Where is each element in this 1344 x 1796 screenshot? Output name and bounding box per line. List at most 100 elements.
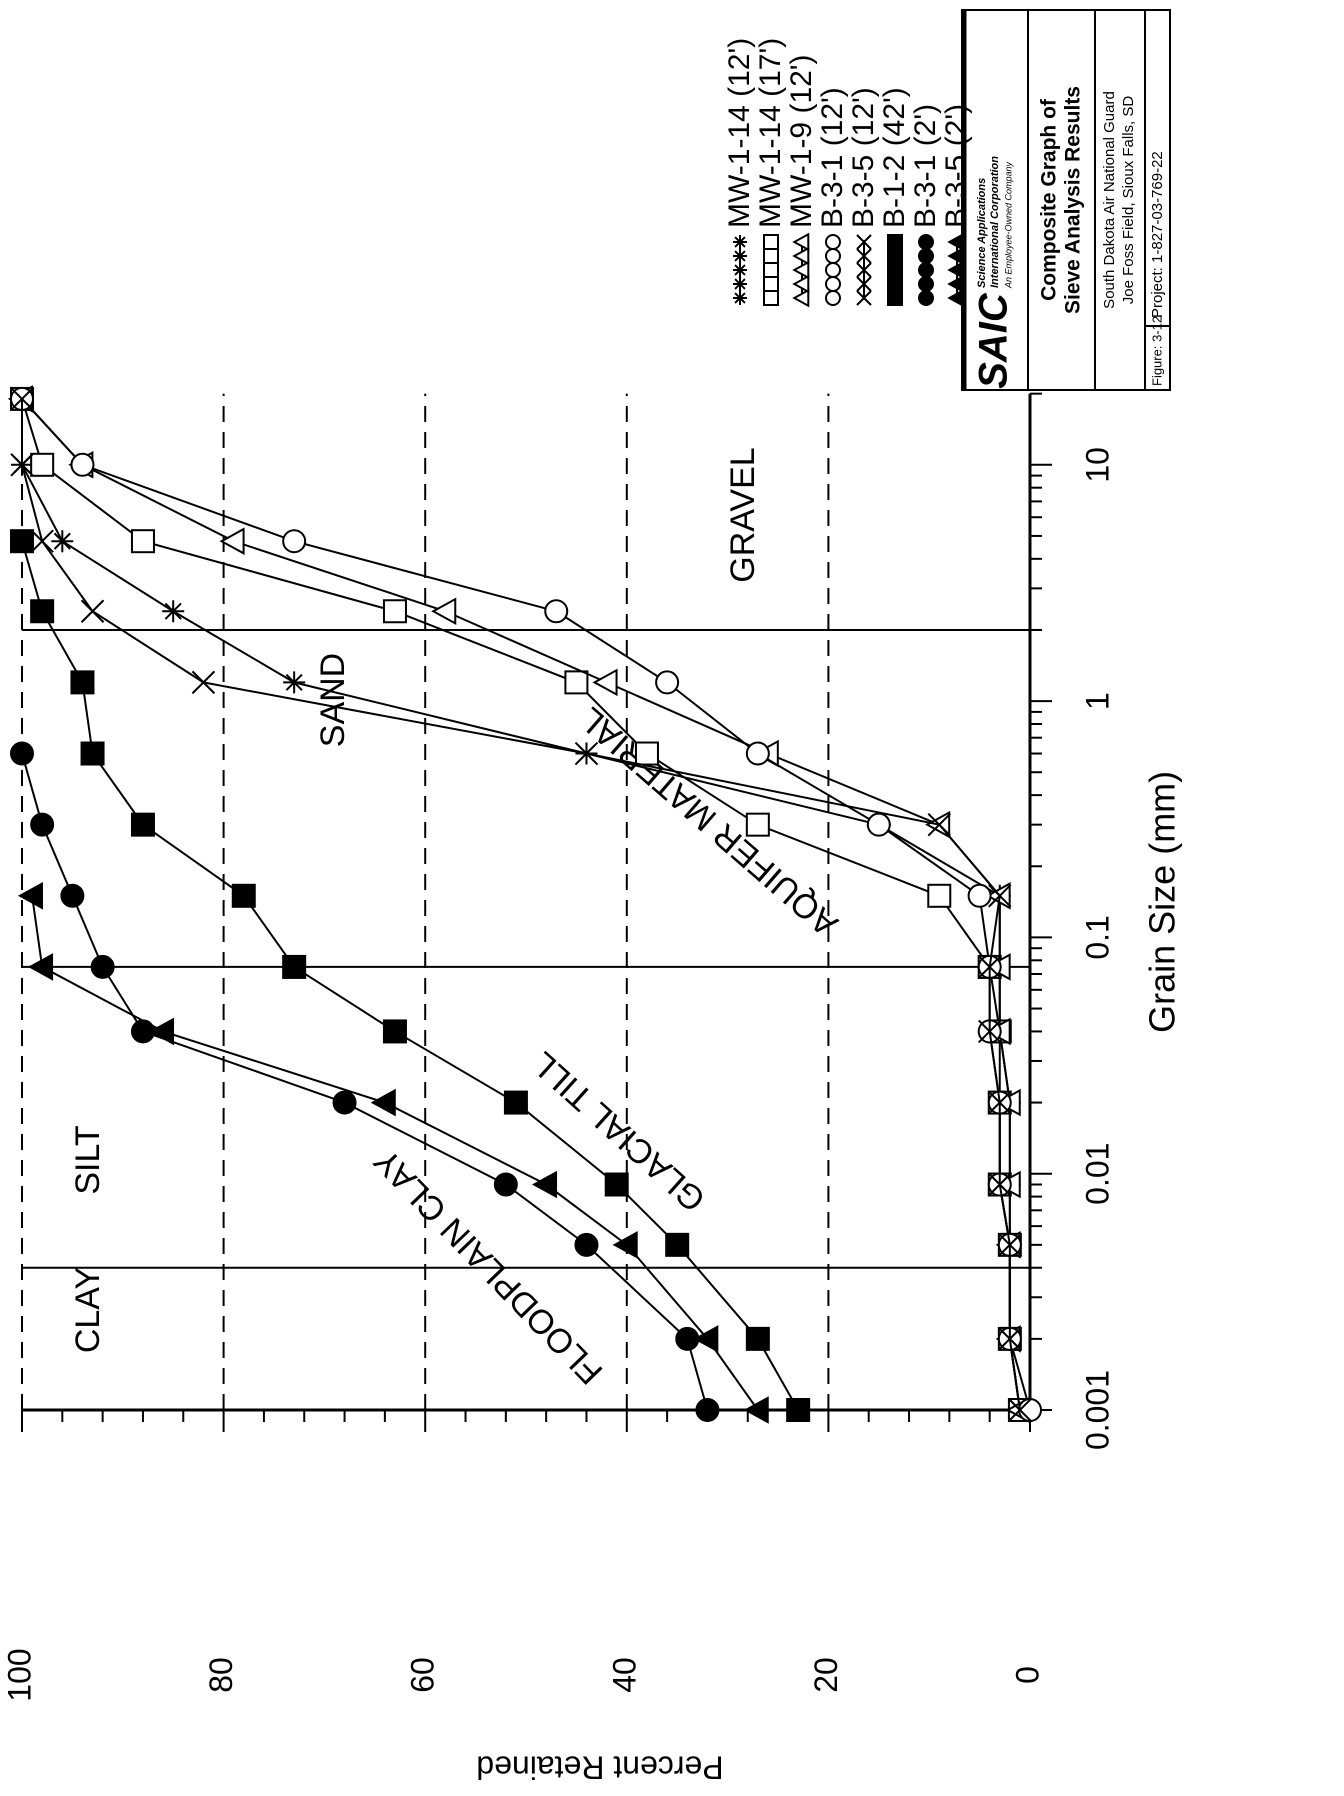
legend-marker [763,290,779,306]
marker [431,597,457,626]
location: South Dakota Air National Guard [1101,91,1118,309]
legend-marker [918,234,934,250]
marker [51,530,74,553]
y-tick-label: 100 [1,1648,37,1701]
marker [80,599,105,623]
marker [162,600,185,623]
marker [30,452,55,477]
marker [70,452,95,477]
marker [130,812,155,837]
marker [634,741,659,766]
x-tick-label: 0.1 [1079,915,1115,959]
marker [283,671,306,694]
marker [382,599,407,624]
series-line [21,540,800,1411]
marker [282,529,307,554]
marker [695,1398,720,1422]
annotation: FLOODPLAIN CLAY [367,1141,610,1391]
marker [655,670,680,695]
marker [27,953,54,981]
legend-marker [856,262,872,278]
marker [592,668,618,697]
legend-label: B-3-5 (12') [847,87,880,228]
marker [282,954,307,979]
legend-marker [763,276,779,292]
marker [745,741,770,766]
legend-marker [792,260,810,280]
marker [10,741,34,766]
location: Joe Foss Field, Sioux Falls, SD [1120,96,1137,305]
marker [191,670,216,695]
legend-marker [918,290,934,306]
marker [988,884,1012,908]
legend-marker [763,248,779,264]
legend-marker [763,234,779,250]
legend-marker [792,274,810,294]
marker [370,1088,396,1117]
legend-marker [825,234,841,250]
x-tick-label: 0.001 [1079,1370,1115,1450]
x-axis-label: Grain Size (mm) [1142,771,1183,1033]
legend-marker [887,276,903,292]
marker [927,812,951,837]
marker [665,1232,690,1257]
legend-marker [792,246,810,266]
logo: SAIC [972,292,1016,389]
marker [786,1398,811,1422]
company: Science Applications [976,178,988,288]
marker [745,1326,770,1351]
legend-marker [887,248,903,264]
marker [382,1019,407,1044]
marker [1018,1398,1042,1422]
block-title: Sieve Analysis Results [1062,86,1085,314]
marker [332,1090,357,1115]
rotated-chart: 0 20 40 60 80 100 0.001 0.01 0.1 1 10 Grain Size (m… [1,9,1183,1786]
legend-marker [733,263,747,277]
marker [231,883,256,908]
y-tick-label: 60 [405,1657,441,1693]
marker [10,529,34,554]
marker [967,883,992,908]
series-line [21,398,1021,1411]
marker [743,1396,769,1424]
y-tick-label: 20 [808,1657,844,1693]
company: International Corporation [989,156,1001,288]
legend-label: MW-1-14 (12') [723,38,756,228]
annotation: CLAY [69,1267,107,1353]
marker [60,883,85,908]
x-tick-label: 0.01 [1079,1143,1115,1205]
legend-marker [918,262,934,278]
legend-marker [887,234,903,250]
marker [866,812,891,837]
marker [148,1017,175,1046]
legend-label: B-1-2 (42') [878,87,911,228]
marker [574,1232,599,1257]
legend-marker [825,248,841,264]
series-line [21,753,709,1411]
marker [503,1090,528,1115]
marker [988,1090,1012,1115]
annotation: AQUIFER MATERIAL [572,700,845,944]
marker [1008,1398,1032,1422]
marker [10,453,34,477]
legend-marker [856,290,872,306]
project: Project: 1-827-03-769-22 [1149,151,1166,318]
legend-label: MW-1-14 (17') [754,38,787,228]
annotation: SILT [69,1125,107,1194]
legend-marker [856,276,872,292]
marker [17,881,43,910]
series-line [31,895,759,1411]
legend-marker [792,288,810,308]
legend-label: B-3-1 (12') [816,87,849,228]
legend-marker [856,234,872,250]
marker [612,1231,638,1259]
annotation: GRAVEL [724,447,762,582]
legend-marker [918,276,934,292]
block-title: Composite Graph of [1038,98,1061,301]
legend-marker [856,248,872,264]
series-line [21,398,1021,1411]
marker [30,599,55,624]
marker [30,529,54,553]
marker [998,1327,1022,1351]
marker [130,529,155,554]
